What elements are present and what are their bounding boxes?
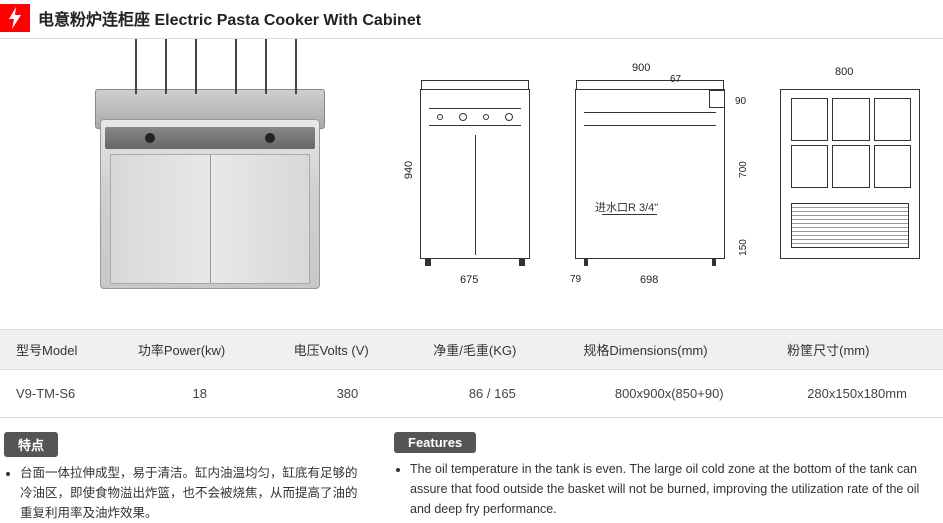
th-basket: 粉筐尺寸(mm) <box>771 330 943 370</box>
dim-800: 800 <box>835 66 853 78</box>
features-en: Features The oil temperature in the tank… <box>394 432 939 523</box>
dim-90: 90 <box>735 96 746 107</box>
dim-79: 79 <box>570 274 581 285</box>
td-volts: 380 <box>278 370 418 418</box>
product-photo <box>60 49 370 309</box>
th-power: 功率Power(kw) <box>122 330 278 370</box>
td-dimensions: 800x900x(850+90) <box>567 370 771 418</box>
th-weight: 净重/毛重(KG) <box>417 330 567 370</box>
bolt-icon <box>0 4 30 32</box>
dim-700: 700 <box>738 161 749 178</box>
dim-698: 698 <box>640 274 658 286</box>
dim-900: 900 <box>632 62 650 74</box>
dim-150: 150 <box>738 239 749 256</box>
features-cn: 特点 台面一体拉伸成型，易于清洁。缸内油温均匀，缸底有足够的冷油区，即使食物溢出… <box>4 432 364 523</box>
spec-table: 型号Model 功率Power(kw) 电压Volts (V) 净重/毛重(KG… <box>0 329 943 418</box>
th-model: 型号Model <box>0 330 122 370</box>
page-title: 电意粉炉连柜座 Electric Pasta Cooker With Cabin… <box>38 6 421 30</box>
td-weight: 86 / 165 <box>417 370 567 418</box>
features-en-text: The oil temperature in the tank is even.… <box>410 459 939 519</box>
features-cn-header: 特点 <box>4 432 58 457</box>
table-row: V9-TM-S6 18 380 86 / 165 800x900x(850+90… <box>0 370 943 418</box>
page-header: 电意粉炉连柜座 Electric Pasta Cooker With Cabin… <box>0 0 943 39</box>
td-power: 18 <box>122 370 278 418</box>
table-header-row: 型号Model 功率Power(kw) 电压Volts (V) 净重/毛重(KG… <box>0 330 943 370</box>
dim-67: 67 <box>670 74 681 85</box>
features-section: 特点 台面一体拉伸成型，易于清洁。缸内油温均匀，缸底有足够的冷油区，即使食物溢出… <box>0 432 943 523</box>
td-model: V9-TM-S6 <box>0 370 122 418</box>
features-en-header: Features <box>394 432 476 453</box>
td-basket: 280x150x180mm <box>771 370 943 418</box>
inlet-label: 进水口R 3/4" <box>595 199 658 215</box>
features-cn-text: 台面一体拉伸成型，易于清洁。缸内油温均匀，缸底有足够的冷油区，即使食物溢出炸篮，… <box>20 463 364 523</box>
th-volts: 电压Volts (V) <box>278 330 418 370</box>
th-dimensions: 规格Dimensions(mm) <box>567 330 771 370</box>
technical-diagrams: 940 675 900 67 90 700 150 79 698 进水口R 3/… <box>380 54 923 304</box>
dim-height: 940 <box>403 161 415 179</box>
image-row: 940 675 900 67 90 700 150 79 698 进水口R 3/… <box>0 39 943 319</box>
dim-width-front: 675 <box>460 274 478 286</box>
